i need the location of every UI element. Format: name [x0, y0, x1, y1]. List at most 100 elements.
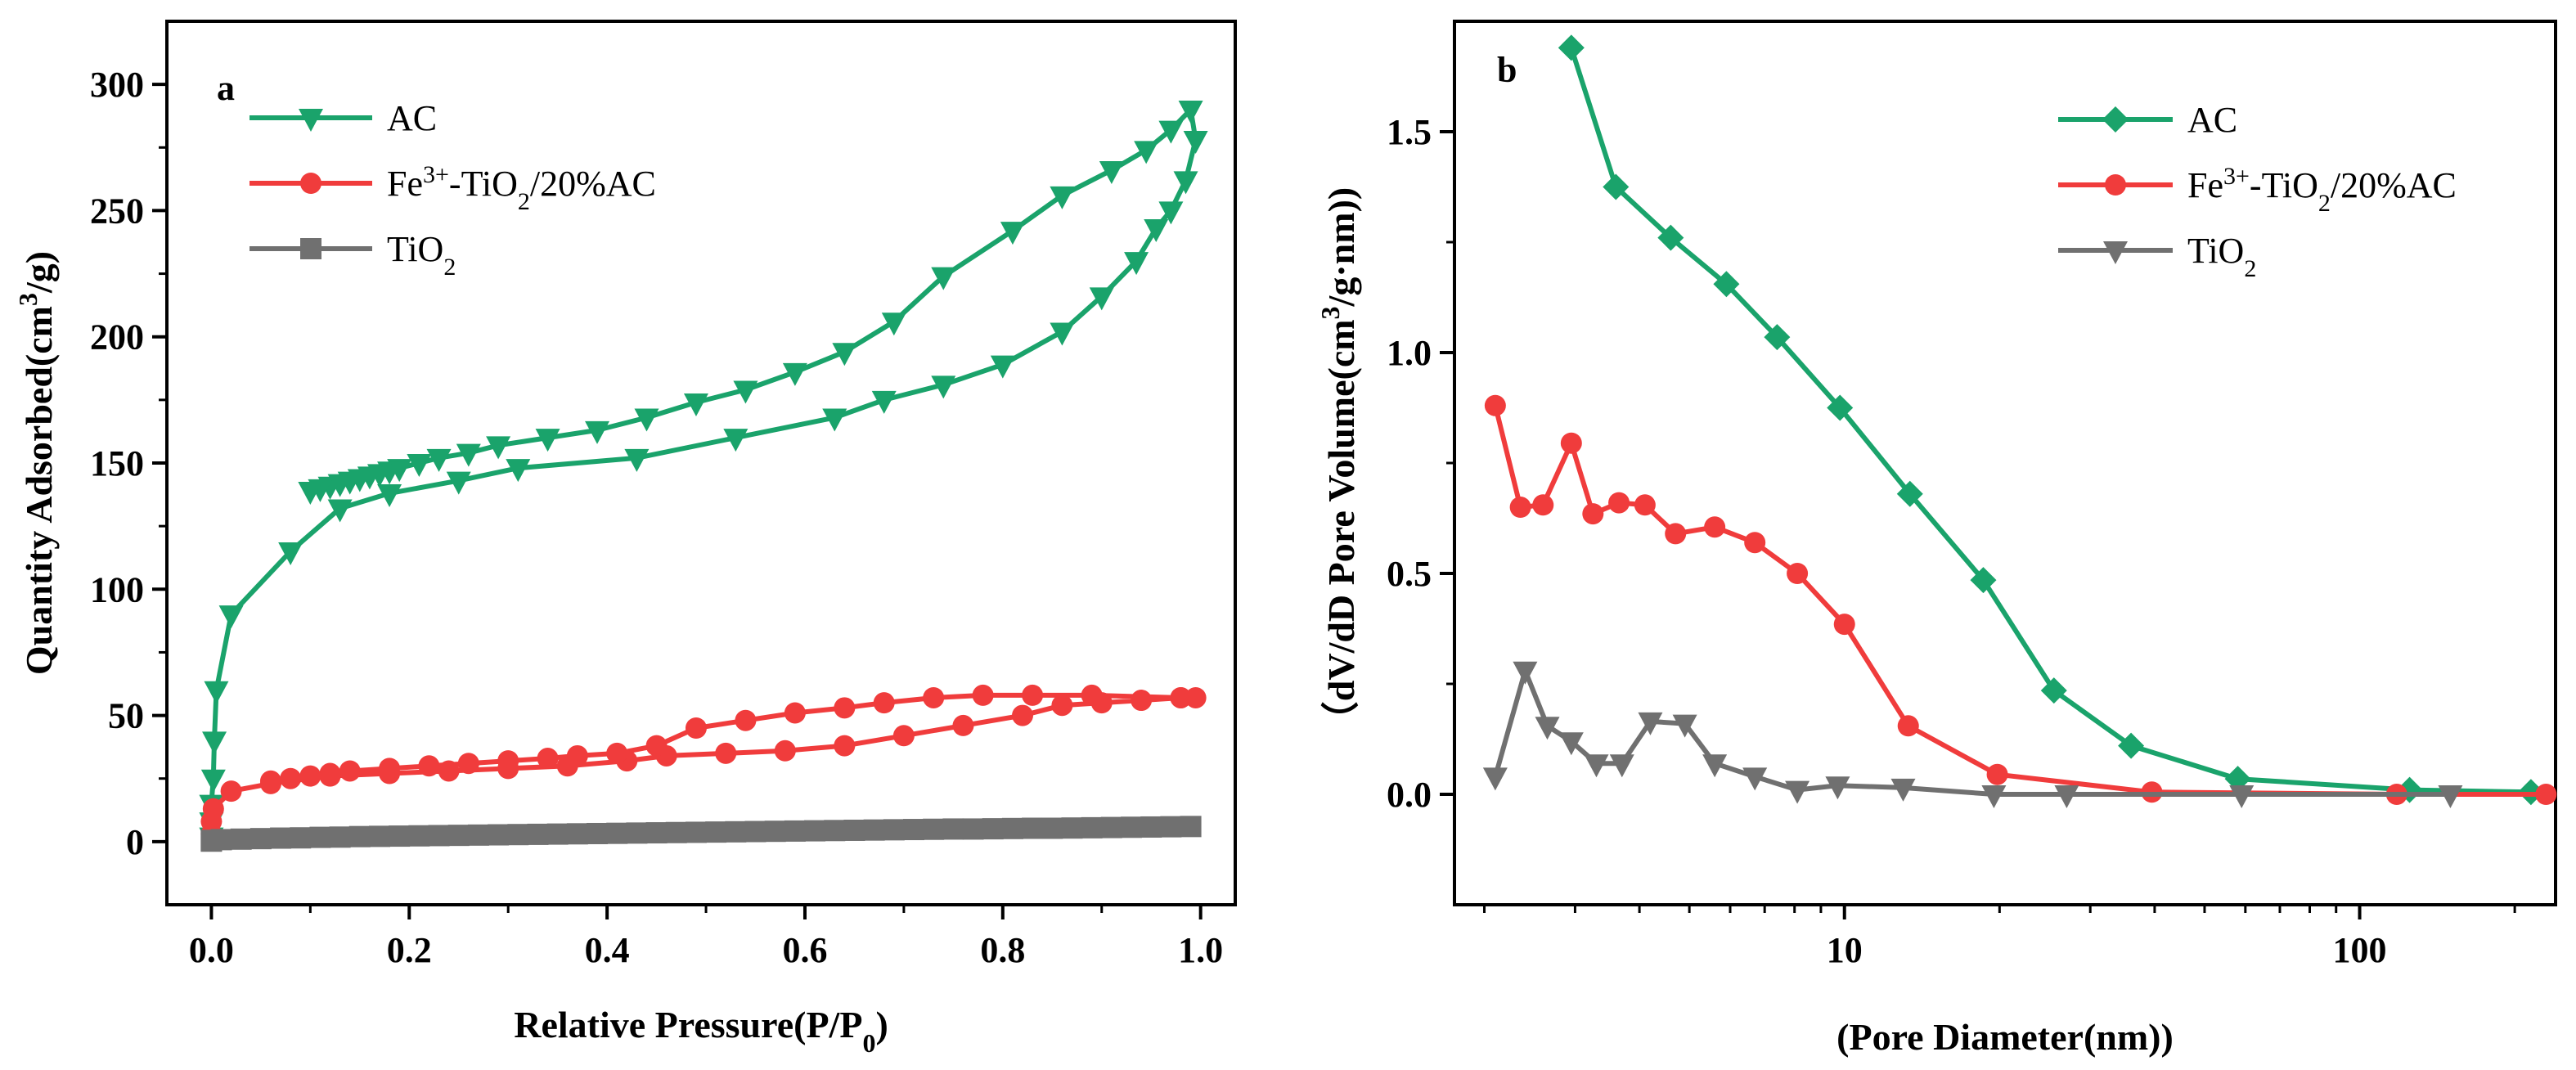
x-tick-label: 0.0 [189, 930, 234, 970]
y-tick-label: 0 [126, 822, 144, 862]
x-tick-label: 0.6 [782, 930, 827, 970]
data-point [1558, 34, 1585, 61]
x-tick-label: 0.2 [387, 930, 432, 970]
data-point [446, 471, 471, 495]
data-point [1582, 503, 1604, 525]
data-point [1001, 817, 1023, 839]
data-point [2040, 677, 2067, 704]
data-point [822, 408, 847, 432]
data-point [2438, 785, 2463, 808]
data-point [309, 826, 331, 848]
data-point [1609, 754, 1634, 778]
data-point [892, 725, 915, 747]
data-point [744, 820, 767, 843]
data-point [1634, 494, 1656, 516]
data-point [1827, 394, 1854, 421]
data-point [1134, 141, 1159, 164]
data-point [1513, 661, 1538, 685]
data-point [1584, 754, 1609, 778]
x-tick-label: 1.0 [1178, 930, 1223, 970]
data-point [1012, 704, 1034, 726]
data-point [902, 819, 924, 841]
legend-item: AC [2058, 100, 2237, 140]
data-point [418, 755, 440, 777]
data-point [1638, 712, 1663, 735]
legend-item: Fe3+-TiO2/20%AC [2058, 163, 2457, 217]
data-point [1560, 432, 1582, 454]
data-point [990, 355, 1015, 379]
data-point [290, 827, 312, 849]
data-point [942, 818, 964, 840]
data-point [546, 823, 569, 845]
series-1 [1484, 394, 2557, 805]
data-point [250, 828, 272, 850]
series-1 [200, 684, 1207, 845]
data-point [1158, 120, 1184, 144]
data-point [1608, 492, 1630, 514]
data-point [202, 731, 227, 755]
data-point [1089, 287, 1114, 311]
data-point [1970, 567, 1997, 594]
x-tick-label: 10 [1827, 930, 1863, 970]
data-point [259, 770, 281, 792]
data-point [220, 780, 242, 802]
data-point [705, 821, 727, 843]
data-point [2229, 785, 2255, 808]
data-point [2535, 784, 2557, 805]
data-point [782, 362, 807, 386]
data-point [804, 820, 826, 842]
data-point [535, 429, 560, 452]
data-point [327, 499, 353, 523]
data-point [407, 454, 432, 477]
data-point [774, 740, 796, 762]
data-point [1785, 780, 1810, 804]
legend-label: Fe3+-TiO2/20%AC [387, 161, 656, 215]
y-tick-label: 150 [90, 443, 144, 483]
data-point [1131, 690, 1153, 712]
panel-a-y-axis-label: Quantity Adsorbed(cm3/g) [13, 251, 60, 675]
x-tick-label: 0.4 [585, 930, 630, 970]
data-point [1022, 684, 1044, 706]
data-point [834, 697, 856, 719]
data-point [1482, 767, 1508, 791]
data-point [587, 822, 609, 844]
data-point [1160, 816, 1182, 838]
legend-marker [300, 173, 321, 194]
panel-b: 0.0 0.5 1.0 1.5 10 100 b AC Fe3+-TiO2/20%AC TiO… [1315, 20, 2557, 1058]
data-point [1665, 523, 1687, 545]
data-point [923, 818, 945, 840]
data-point [447, 825, 470, 847]
x-tick-label: 100 [2333, 930, 2387, 970]
data-point [606, 822, 628, 844]
data-point [507, 824, 529, 846]
panel-a: 0 50 100 150 200 250 300 0.0 0.2 0.4 0.6 0.8 1.0 a A… [13, 20, 1237, 1058]
series-2 [1482, 661, 2463, 808]
data-point [270, 827, 292, 849]
data-point [377, 484, 402, 508]
data-point [566, 823, 588, 845]
data-point [1825, 776, 1850, 800]
data-point [1558, 732, 1584, 756]
legend-item: TiO2 [250, 229, 456, 281]
data-point [1532, 494, 1554, 516]
data-point [685, 821, 707, 843]
data-point [1000, 222, 1025, 245]
data-point [488, 824, 510, 846]
data-point [339, 760, 361, 782]
data-point [1081, 684, 1103, 706]
data-point [1603, 173, 1630, 200]
data-point [1535, 717, 1560, 740]
data-point [1742, 767, 1768, 791]
data-point [784, 702, 806, 724]
data-point [280, 767, 302, 789]
panel-a-series [199, 101, 1208, 852]
data-point [624, 448, 650, 472]
data-point [1744, 532, 1766, 554]
legend-label: AC [387, 98, 437, 138]
data-point [1081, 816, 1103, 838]
panel-b-y-axis-label: （dV/dD Pore Volume(cm3/g·nm)) [1315, 187, 1362, 739]
data-point [1185, 686, 1207, 708]
series-0 [1558, 34, 2544, 806]
data-point [389, 825, 411, 847]
y-tick-label: 1.0 [1387, 333, 1432, 373]
